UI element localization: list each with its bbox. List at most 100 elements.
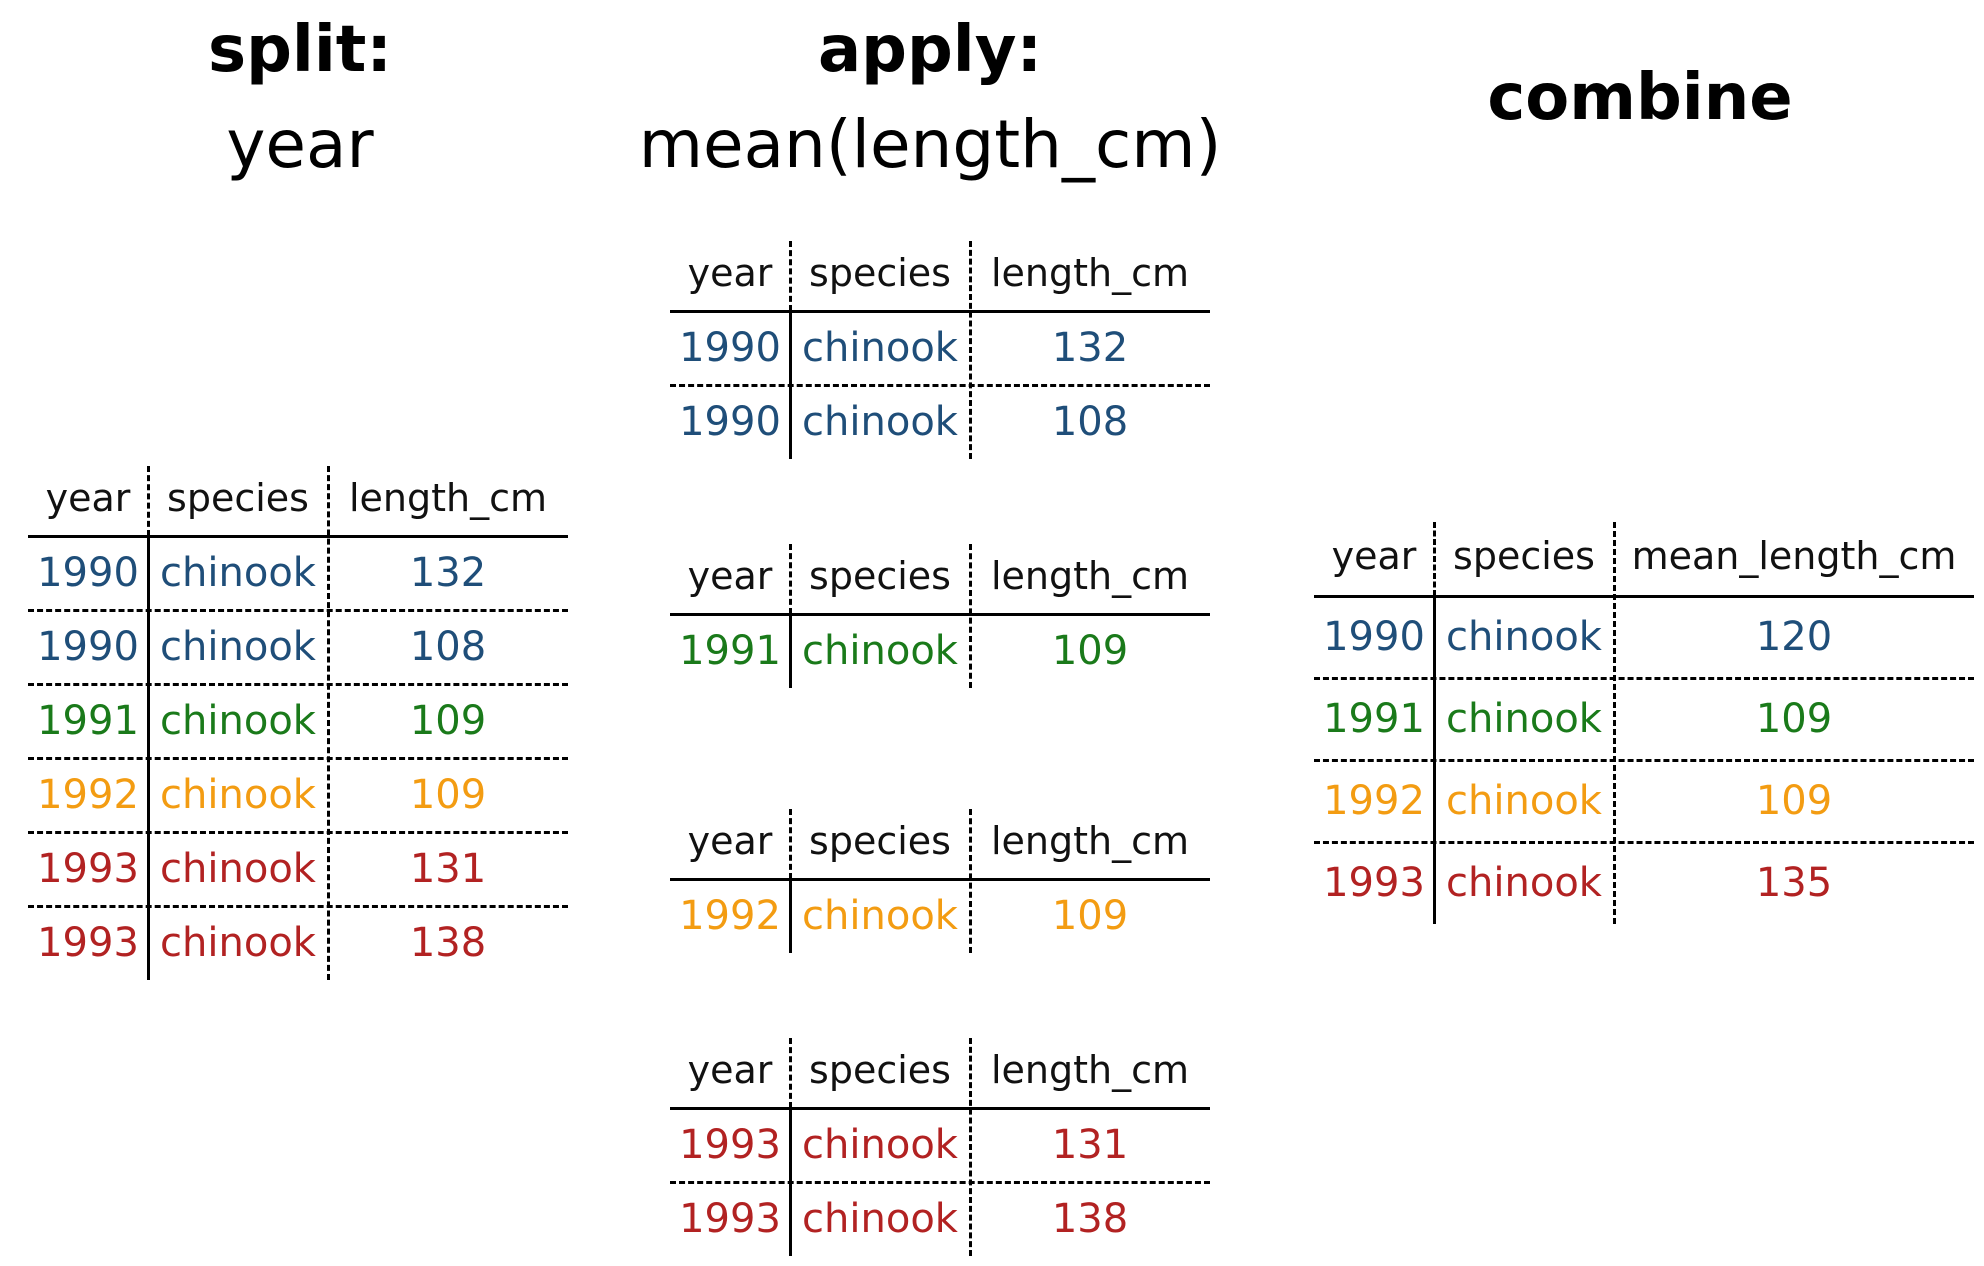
column-header-value: length_cm xyxy=(990,251,1190,295)
column-header-species: species xyxy=(809,1048,951,1092)
split-table: year species length_cm 1990 chinook 132 1990 ch… xyxy=(28,460,568,980)
cell-species: chinook xyxy=(802,325,958,371)
cell-species: chinook xyxy=(160,920,316,966)
row-divider xyxy=(670,384,1210,387)
cell-species: chinook xyxy=(802,628,958,674)
header-rule xyxy=(670,1107,1210,1110)
cell-value: 138 xyxy=(1051,1196,1129,1242)
table-row: 1990 chinook 132 xyxy=(28,536,568,610)
table-row: 1992 chinook 109 xyxy=(28,758,568,832)
table-row: 1992 chinook 109 xyxy=(670,879,1210,953)
cell-year: 1991 xyxy=(1323,696,1425,742)
cell-species: chinook xyxy=(802,893,958,939)
row-divider xyxy=(28,683,568,686)
apply-subtitle: mean(length_cm) xyxy=(638,106,1222,183)
cell-species: chinook xyxy=(160,624,316,670)
table-row: 1993 chinook 138 xyxy=(670,1182,1210,1256)
row-divider xyxy=(28,757,568,760)
column-header-year: year xyxy=(1331,534,1417,578)
cell-year: 1992 xyxy=(679,893,781,939)
table-row: 1993 chinook 131 xyxy=(28,832,568,906)
table-row: 1991 chinook 109 xyxy=(1314,678,1974,760)
cell-value: 131 xyxy=(1051,1122,1129,1168)
column-divider-year xyxy=(789,1108,792,1256)
combine-title: combine xyxy=(1487,61,1793,135)
cell-species: chinook xyxy=(160,772,316,818)
column-divider-species xyxy=(969,1038,972,1256)
column-divider-year-header xyxy=(789,544,792,614)
row-divider xyxy=(1314,841,1974,844)
column-divider-year-header xyxy=(147,466,150,536)
column-header-species: species xyxy=(1453,534,1595,578)
cell-value: 120 xyxy=(1755,614,1833,660)
column-divider-species xyxy=(1613,522,1616,924)
table-row: 1990 chinook 108 xyxy=(28,610,568,684)
cell-year: 1990 xyxy=(37,550,139,596)
cell-year: 1990 xyxy=(1323,614,1425,660)
column-divider-year-header xyxy=(789,1038,792,1108)
cell-year: 1992 xyxy=(1323,778,1425,824)
split-subtitle: year xyxy=(226,106,374,183)
cell-species: chinook xyxy=(1446,696,1602,742)
column-header-year: year xyxy=(687,251,773,295)
column-divider-species xyxy=(969,544,972,688)
cell-year: 1993 xyxy=(1323,860,1425,906)
cell-species: chinook xyxy=(1446,860,1602,906)
cell-year: 1993 xyxy=(679,1122,781,1168)
apply-table-1993: year species length_cm 1993 chinook 131 1993 ch… xyxy=(670,1032,1210,1256)
column-header-value: mean_length_cm xyxy=(1631,534,1957,578)
cell-value: 135 xyxy=(1755,860,1833,906)
combine-table: year species mean_length_cm 1990 chinook 120 1… xyxy=(1314,516,1974,924)
cell-year: 1991 xyxy=(679,628,781,674)
cell-value: 131 xyxy=(409,846,487,892)
table-row: 1990 chinook 120 xyxy=(1314,596,1974,678)
cell-year: 1990 xyxy=(679,399,781,445)
column-header-species: species xyxy=(167,476,309,520)
cell-value: 108 xyxy=(1051,399,1129,445)
apply-table-1991: year species length_cm 1991 chinook 109 xyxy=(670,538,1210,688)
cell-value: 109 xyxy=(1755,778,1833,824)
cell-value: 109 xyxy=(1755,696,1833,742)
table-row: 1993 chinook 131 xyxy=(670,1108,1210,1182)
table-row: 1992 chinook 109 xyxy=(1314,760,1974,842)
apply-table-1990: year species length_cm 1990 chinook 132 1990 ch… xyxy=(670,235,1210,459)
cell-year: 1993 xyxy=(37,846,139,892)
cell-value: 109 xyxy=(409,772,487,818)
cell-value: 132 xyxy=(1051,325,1129,371)
column-divider-year xyxy=(147,536,150,980)
cell-value: 108 xyxy=(409,624,487,670)
column-header-species: species xyxy=(809,554,951,598)
cell-value: 109 xyxy=(1051,893,1129,939)
cell-species: chinook xyxy=(1446,778,1602,824)
column-header-year: year xyxy=(45,476,131,520)
column-header-value: length_cm xyxy=(990,554,1190,598)
cell-species: chinook xyxy=(802,1122,958,1168)
cell-species: chinook xyxy=(1446,614,1602,660)
cell-year: 1991 xyxy=(37,698,139,744)
row-divider xyxy=(1314,759,1974,762)
column-header-value: length_cm xyxy=(990,819,1190,863)
cell-year: 1993 xyxy=(679,1196,781,1242)
apply-title: apply: xyxy=(817,13,1043,87)
row-divider xyxy=(28,609,568,612)
table-row: 1993 chinook 135 xyxy=(1314,842,1974,924)
column-header-value: length_cm xyxy=(348,476,548,520)
cell-species: chinook xyxy=(160,698,316,744)
column-divider-year xyxy=(1433,596,1436,924)
cell-species: chinook xyxy=(802,399,958,445)
column-divider-species xyxy=(969,241,972,459)
header-rule xyxy=(1314,595,1974,598)
cell-value: 109 xyxy=(1051,628,1129,674)
header-rule xyxy=(670,613,1210,616)
column-header-year: year xyxy=(687,554,773,598)
column-divider-year xyxy=(789,879,792,953)
cell-year: 1990 xyxy=(37,624,139,670)
column-divider-year xyxy=(789,311,792,459)
column-header-species: species xyxy=(809,251,951,295)
cell-value: 109 xyxy=(409,698,487,744)
column-header-species: species xyxy=(809,819,951,863)
column-divider-year-header xyxy=(1433,522,1436,596)
column-header-value: length_cm xyxy=(990,1048,1190,1092)
column-divider-species xyxy=(969,809,972,953)
header-rule xyxy=(670,310,1210,313)
